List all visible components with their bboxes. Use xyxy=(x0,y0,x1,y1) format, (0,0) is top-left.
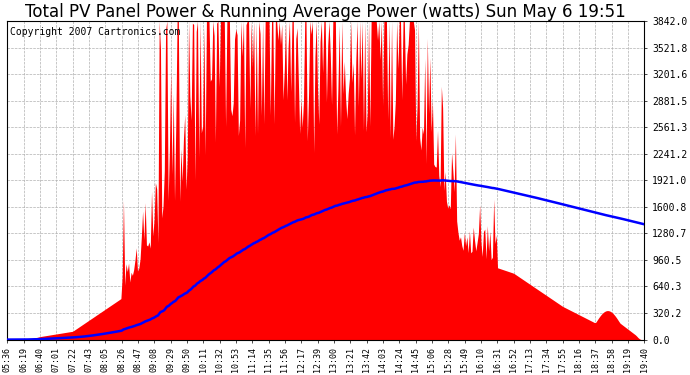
Title: Total PV Panel Power & Running Average Power (watts) Sun May 6 19:51: Total PV Panel Power & Running Average P… xyxy=(26,3,627,21)
Text: Copyright 2007 Cartronics.com: Copyright 2007 Cartronics.com xyxy=(10,27,181,38)
